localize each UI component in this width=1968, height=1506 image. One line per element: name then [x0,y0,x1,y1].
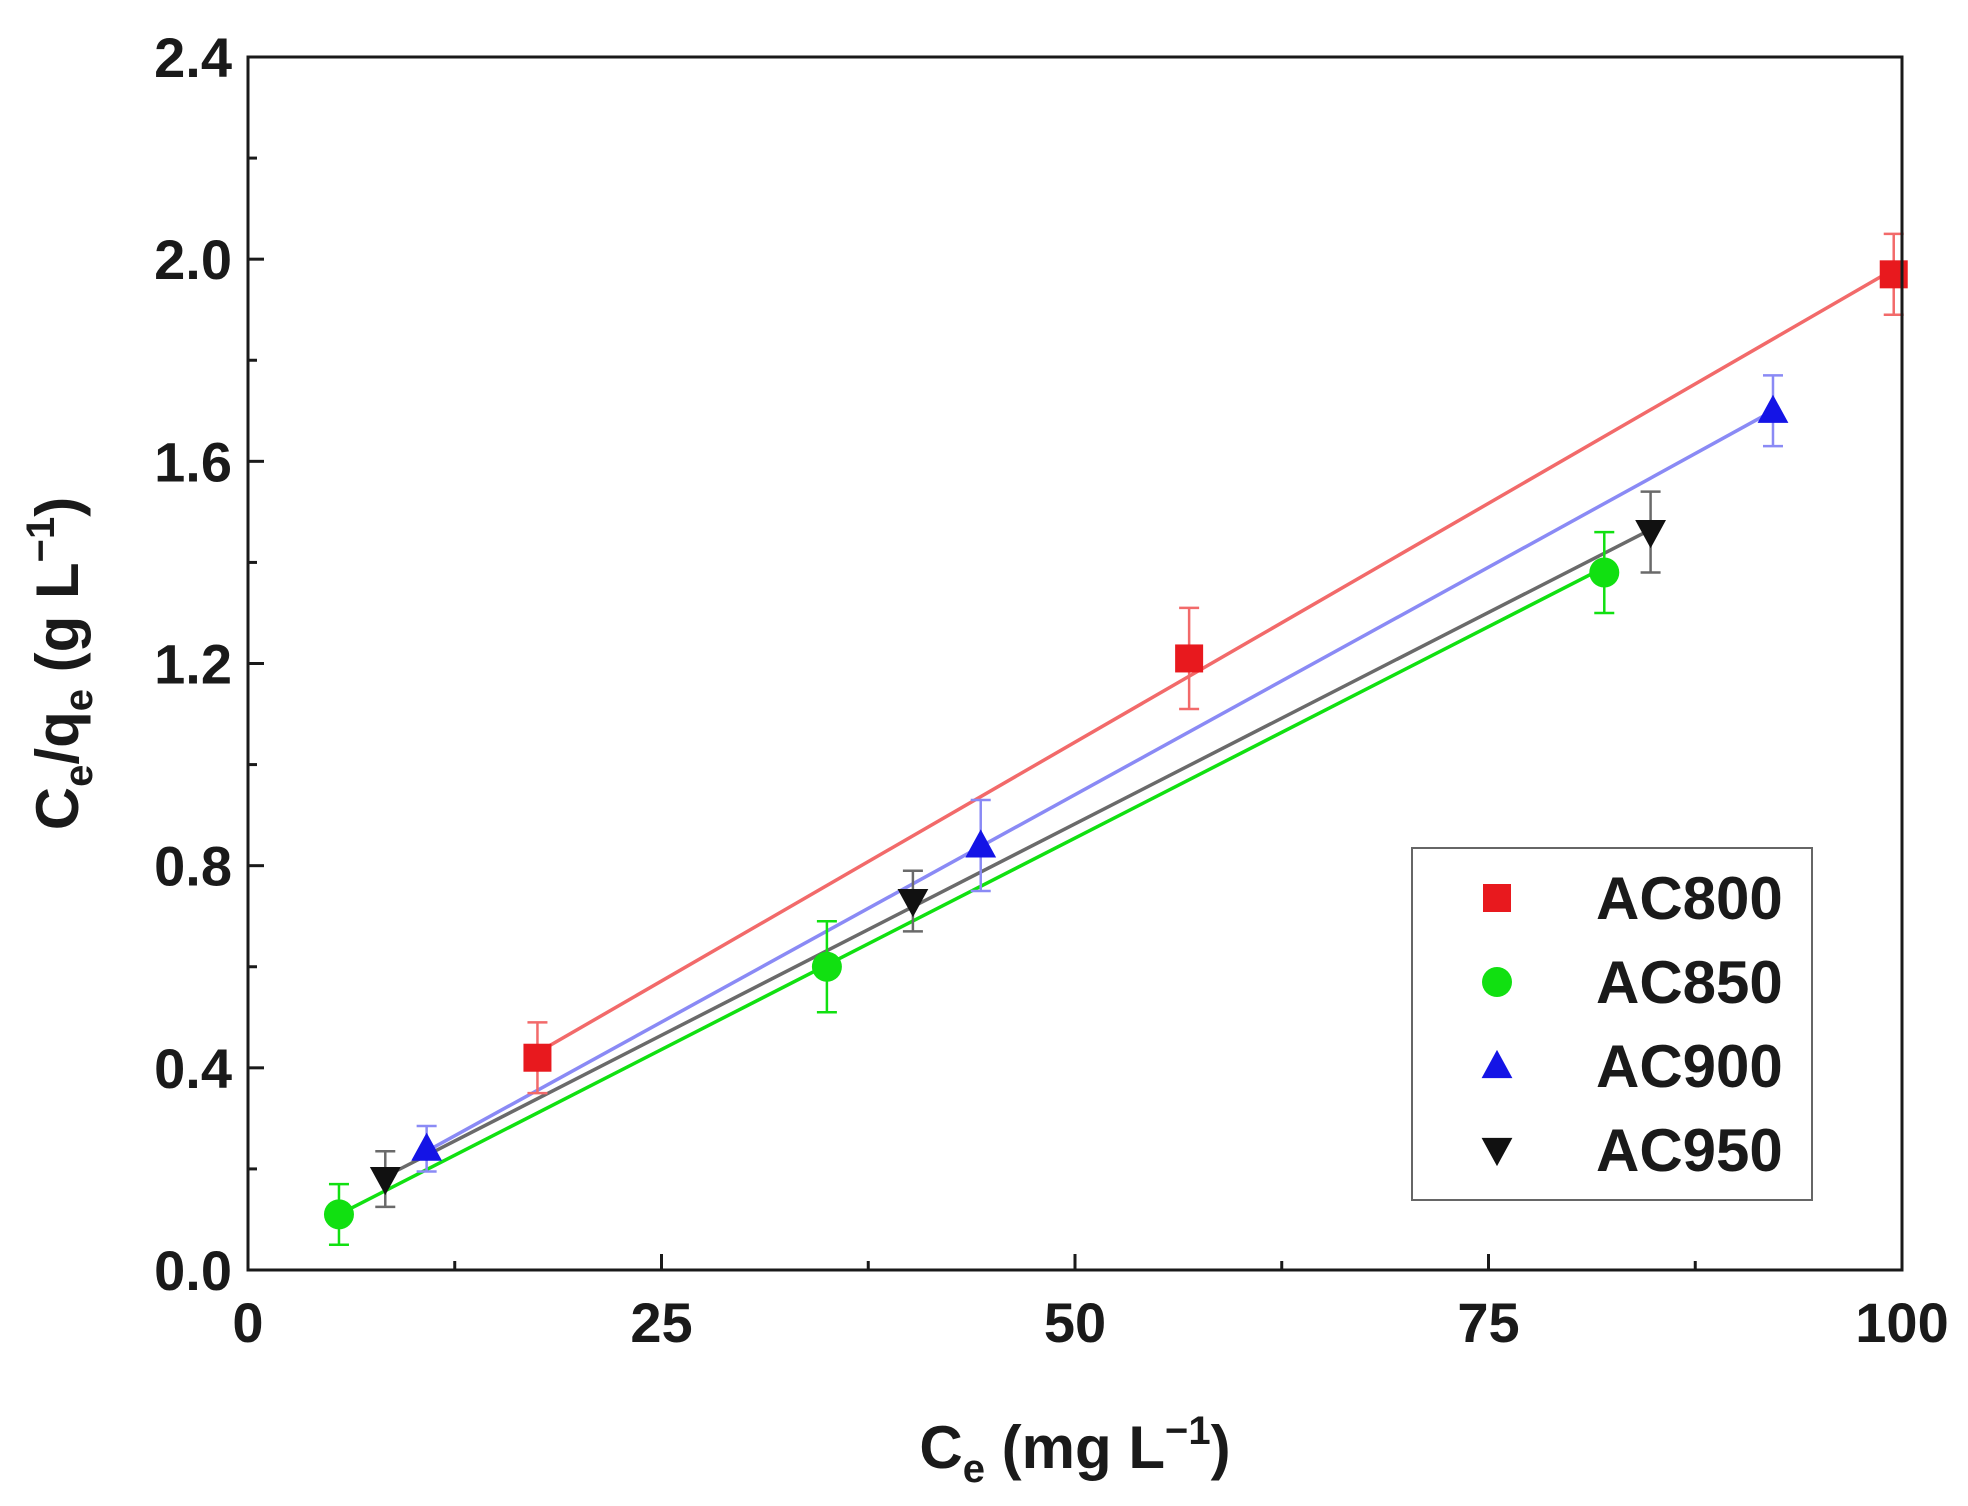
legend-marker-ac800 [1483,884,1511,912]
x-axis-title-rest: (mg L [985,1414,1165,1481]
fit-line-ac800 [536,267,1895,1055]
x-axis-title-main: C [919,1414,962,1481]
y-tick-label-2.0: 2.0 [154,228,232,291]
point-ac900-1 [411,1132,443,1161]
legend-marker-ac950 [1481,1137,1513,1167]
x-tick-label-0: 0 [232,1291,263,1354]
x-axis-title-close: ) [1211,1414,1231,1481]
legend-label-ac900: AC900 [1596,1033,1783,1100]
y-axis-title-sub2: e [57,689,101,711]
data-markers [323,260,1908,1230]
y-axis-title-close: ) [24,497,91,517]
y-axis-title-mid: /q [24,711,91,764]
x-axis-title-sub: e [963,1447,985,1491]
point-ac800-1 [523,1043,552,1072]
point-ac950-3 [1635,520,1666,549]
x-axis-ticks: 0 25 50 75 100 [232,1254,1949,1354]
legend-box [1411,847,1813,1201]
legend-marker-ac850 [1482,967,1512,997]
y-axis-title-main: C [24,787,91,830]
y-axis-title-rest: (g L [24,562,91,689]
fit-line-ac950 [384,528,1652,1179]
y-tick-label-0.0: 0.0 [154,1239,232,1302]
legend-label-ac850: AC850 [1596,949,1783,1016]
x-axis-title-sup: −1 [1165,1409,1211,1453]
fit-lines [338,267,1895,1216]
y-axis-title-sub1: e [57,765,101,787]
legend-label-ac950: AC950 [1596,1117,1783,1184]
fit-line-ac900 [425,409,1774,1153]
y-tick-label-1.2: 1.2 [154,633,232,696]
x-tick-label-25: 25 [630,1291,692,1354]
legend-marker-ac900 [1481,1049,1513,1079]
y-tick-label-1.6: 1.6 [154,430,232,493]
x-tick-label-100: 100 [1855,1291,1948,1354]
point-ac850-1 [323,1199,354,1230]
x-tick-label-50: 50 [1044,1291,1106,1354]
y-tick-label-0.8: 0.8 [154,835,232,898]
legend: AC800 AC850 AC900 AC950 [1411,847,1813,1201]
point-ac850-2 [811,951,842,982]
point-ac950-1 [369,1166,401,1196]
y-tick-label-0.4: 0.4 [154,1037,232,1100]
y-axis-title-sup: −1 [19,517,63,563]
legend-label-ac800: AC800 [1596,865,1783,932]
point-ac800-3 [1879,260,1908,289]
y-tick-label-2.4: 2.4 [154,26,232,89]
point-ac900-3 [1757,394,1789,423]
point-ac950-2 [897,888,929,918]
point-ac800-2 [1175,644,1204,673]
x-tick-label-75: 75 [1457,1291,1519,1354]
point-ac850-3 [1589,557,1620,588]
y-axis-ticks: 0.0 0.4 0.8 1.2 1.6 2.0 2.4 [154,26,264,1302]
x-axis-title: Ce (mg L−1) [919,1409,1230,1491]
y-axis-title: Ce/qe (g L−1) [19,497,101,830]
point-ac900-2 [965,829,997,858]
